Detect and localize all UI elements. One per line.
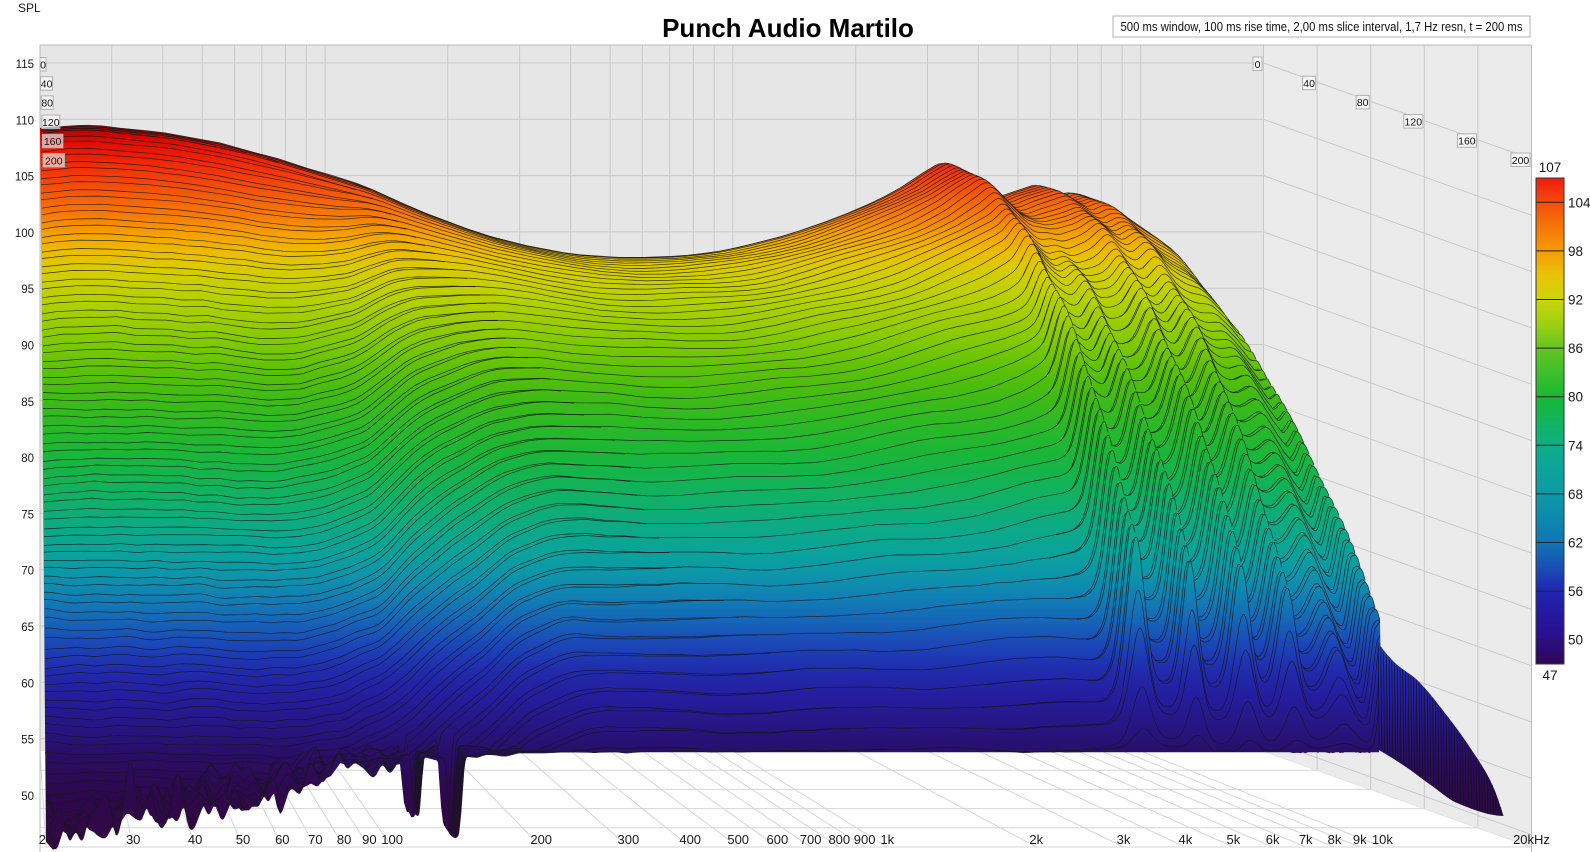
svg-text:105: 105 <box>15 172 34 184</box>
svg-text:80: 80 <box>21 453 34 465</box>
svg-text:200: 200 <box>45 155 63 167</box>
svg-text:85: 85 <box>21 397 34 409</box>
svg-text:SPL: SPL <box>18 1 41 15</box>
svg-text:300: 300 <box>618 832 640 847</box>
svg-text:62: 62 <box>1568 536 1583 551</box>
svg-text:0: 0 <box>40 59 46 71</box>
svg-text:3k: 3k <box>1117 832 1131 847</box>
svg-text:7k: 7k <box>1299 832 1313 847</box>
svg-text:90: 90 <box>21 341 34 353</box>
svg-text:47: 47 <box>1542 668 1557 683</box>
svg-text:80: 80 <box>1357 97 1369 109</box>
svg-text:200: 200 <box>1512 155 1530 167</box>
svg-text:10k: 10k <box>1372 832 1393 847</box>
svg-text:0: 0 <box>1255 59 1261 71</box>
svg-text:65: 65 <box>21 622 34 634</box>
svg-text:30: 30 <box>126 832 140 847</box>
svg-text:80: 80 <box>41 98 53 110</box>
svg-text:68: 68 <box>1568 487 1583 502</box>
svg-text:160: 160 <box>44 136 62 148</box>
svg-text:75: 75 <box>21 509 34 521</box>
svg-text:1k: 1k <box>880 832 894 847</box>
svg-text:6k: 6k <box>1266 832 1280 847</box>
svg-text:92: 92 <box>1568 293 1583 308</box>
svg-text:400: 400 <box>679 832 701 847</box>
svg-text:50: 50 <box>1568 633 1583 648</box>
svg-text:800: 800 <box>828 832 850 847</box>
svg-text:900: 900 <box>854 832 876 847</box>
svg-text:55: 55 <box>21 735 34 747</box>
svg-text:74: 74 <box>1568 438 1584 453</box>
svg-text:100: 100 <box>381 832 403 847</box>
svg-text:120: 120 <box>1405 116 1423 128</box>
svg-text:107: 107 <box>1539 160 1562 175</box>
svg-text:50: 50 <box>21 791 34 803</box>
svg-text:56: 56 <box>1568 584 1583 599</box>
svg-text:120: 120 <box>42 117 60 129</box>
svg-text:9k: 9k <box>1353 832 1367 847</box>
svg-text:160: 160 <box>1458 136 1476 148</box>
svg-text:40: 40 <box>41 79 53 91</box>
svg-text:104: 104 <box>1568 195 1590 210</box>
svg-text:5k: 5k <box>1227 832 1241 847</box>
svg-text:70: 70 <box>308 832 322 847</box>
svg-text:600: 600 <box>767 832 789 847</box>
svg-text:500: 500 <box>727 832 749 847</box>
svg-text:95: 95 <box>21 284 34 296</box>
svg-text:4k: 4k <box>1179 832 1193 847</box>
svg-text:86: 86 <box>1568 341 1583 356</box>
svg-text:115: 115 <box>16 59 34 71</box>
svg-text:8k: 8k <box>1328 832 1342 847</box>
svg-text:80: 80 <box>337 832 351 847</box>
svg-text:2k: 2k <box>1029 832 1043 847</box>
svg-text:20: 20 <box>39 832 53 847</box>
svg-text:500 ms window, 100 ms rise tim: 500 ms window, 100 ms rise time, 2,00 ms… <box>1121 20 1523 34</box>
svg-text:60: 60 <box>275 832 289 847</box>
svg-text:40: 40 <box>188 832 202 847</box>
svg-text:80: 80 <box>1568 390 1583 405</box>
svg-text:98: 98 <box>1568 244 1583 259</box>
svg-text:100: 100 <box>15 228 34 240</box>
svg-text:90: 90 <box>362 832 376 847</box>
svg-text:40: 40 <box>1303 78 1315 90</box>
svg-text:200: 200 <box>530 832 552 847</box>
svg-text:700: 700 <box>800 832 822 847</box>
svg-text:70: 70 <box>21 566 34 578</box>
svg-text:20kHz: 20kHz <box>1513 832 1550 847</box>
svg-text:Punch Audio Martilo: Punch Audio Martilo <box>662 13 914 43</box>
svg-text:110: 110 <box>16 115 34 127</box>
svg-text:50: 50 <box>236 832 250 847</box>
svg-text:60: 60 <box>21 678 34 690</box>
